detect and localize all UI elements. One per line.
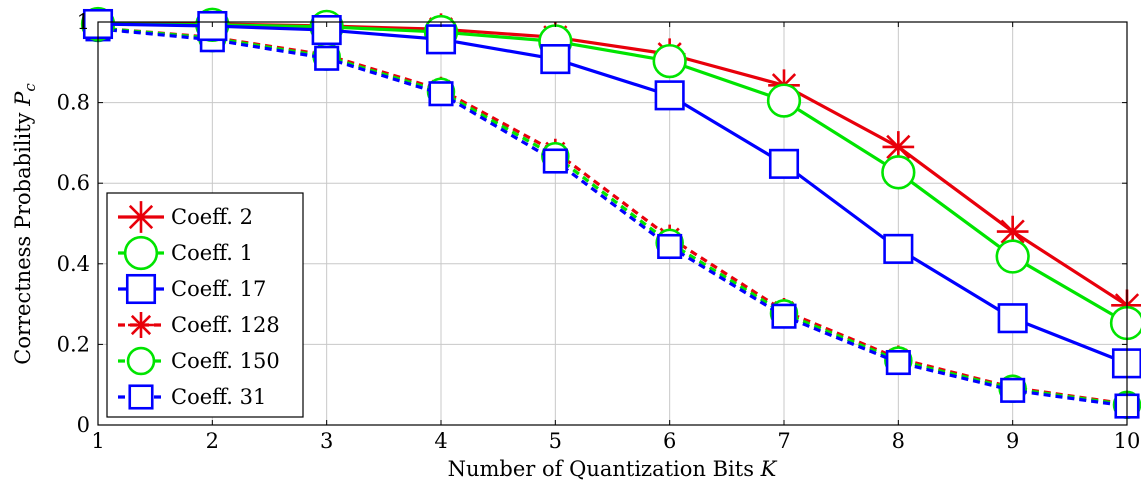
data-point-marker	[654, 80, 685, 111]
y-axis-label-var: P	[11, 91, 35, 107]
y-axis-label-main: Correctness Probability	[11, 106, 35, 365]
series-line	[97, 22, 1128, 365]
legend-label: Coeff. 17	[171, 277, 266, 301]
legend: Coeff. 2 Coeff. 1 Coeff. 17 Coeff. 128 Coeff…	[106, 192, 304, 418]
data-point-marker	[428, 81, 454, 107]
series-coeff-17	[82, 8, 1141, 379]
series-line	[97, 27, 1128, 408]
y-tick-label: 0.8	[57, 91, 90, 115]
legend-marker	[125, 201, 157, 233]
legend-marker	[128, 384, 154, 410]
data-point-marker	[657, 233, 683, 260]
data-point-marker	[771, 303, 797, 329]
series-layer	[80, 6, 1141, 420]
data-point-marker	[881, 155, 916, 190]
legend-item: Coeff. 17	[118, 273, 266, 305]
x-tick-label: 3	[320, 429, 333, 453]
y-tick-label: 0	[77, 413, 90, 437]
y-tick-label: 0.2	[57, 332, 90, 356]
data-point-marker	[1000, 377, 1026, 403]
legend-item: Coeff. 2	[118, 201, 253, 233]
legend-item: Coeff. 1	[118, 235, 253, 271]
legend-item: Coeff. 150	[118, 346, 280, 376]
data-point-marker	[996, 215, 1029, 248]
x-tick-label: 2	[206, 429, 219, 453]
x-axis-label: Number of Quantization Bits K	[448, 457, 778, 481]
x-tick-label: 9	[1006, 429, 1019, 453]
y-axis-label: Correctness Probability Pc	[11, 83, 39, 365]
data-point-marker	[766, 83, 802, 118]
data-point-marker	[1109, 305, 1141, 341]
data-point-marker	[885, 349, 911, 376]
series-line	[97, 22, 1128, 325]
legend-label: Coeff. 150	[171, 349, 280, 373]
data-point-marker	[652, 43, 687, 79]
data-point-marker	[425, 24, 457, 55]
legend-box	[106, 192, 304, 418]
data-point-marker	[542, 148, 568, 174]
series-coeff-31	[85, 16, 1140, 419]
data-point-marker	[882, 131, 915, 163]
legend-marker	[128, 312, 154, 338]
x-tick-label: 5	[549, 429, 562, 453]
x-axis-label-var: K	[760, 457, 778, 481]
y-tick-label: 1	[77, 10, 90, 34]
legend-label: Coeff. 2	[171, 205, 253, 229]
data-point-marker	[883, 233, 914, 264]
data-point-marker	[997, 303, 1028, 334]
x-tick-label: 1	[91, 429, 104, 453]
legend-label: Coeff. 31	[171, 385, 266, 409]
y-axis-label-sub: c	[21, 83, 39, 92]
x-tick-label: 7	[777, 429, 790, 453]
data-point-marker	[540, 44, 571, 75]
x-tick-label: 10	[1114, 429, 1141, 453]
legend-item: Coeff. 31	[118, 384, 266, 410]
legend-label: Coeff. 1	[171, 241, 253, 265]
legend-marker	[126, 346, 156, 376]
legend-items: Coeff. 2 Coeff. 1 Coeff. 17 Coeff. 128 Coeff…	[118, 201, 280, 410]
data-point-marker	[311, 15, 342, 46]
legend-item: Coeff. 128	[118, 312, 280, 338]
legend-label: Coeff. 128	[171, 313, 280, 337]
plot-frame	[97, 21, 1128, 426]
y-tick-label: 0.4	[57, 252, 90, 276]
data-point-marker	[995, 239, 1030, 274]
y-tick-label: 0.6	[57, 171, 90, 195]
legend-marker	[123, 235, 159, 271]
x-tick-label: 6	[663, 429, 676, 453]
legend-marker	[125, 273, 157, 305]
data-point-marker	[314, 45, 340, 71]
x-tick-label: 4	[434, 429, 447, 453]
data-point-marker	[768, 148, 800, 179]
x-tick-label: 8	[892, 429, 905, 453]
x-axis-label-main: Number of Quantization Bits	[448, 457, 761, 481]
ticks: 1 2 3 4 5 6 7 8 9 10 0 0.2 0.4 0.6 0.8 1	[57, 10, 1141, 453]
